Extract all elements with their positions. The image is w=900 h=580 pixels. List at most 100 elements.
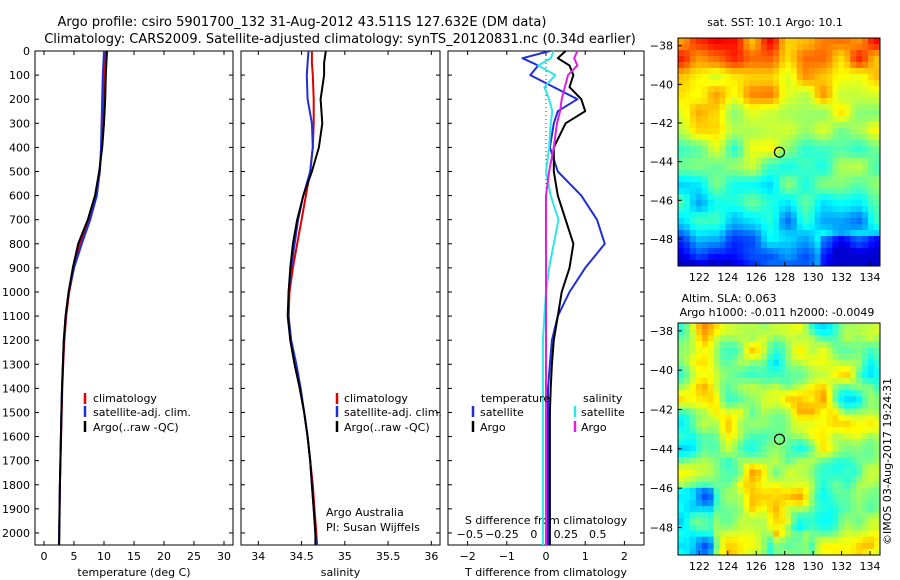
map-cell — [689, 457, 697, 464]
map-cell — [719, 475, 726, 483]
map-cell — [683, 146, 691, 153]
map-cell — [874, 542, 881, 550]
map-cell — [695, 426, 703, 434]
map-cell — [856, 248, 863, 255]
map-cell — [737, 110, 744, 117]
map-cell — [701, 518, 709, 525]
map-cell — [838, 206, 845, 213]
map-cell — [749, 371, 756, 379]
map-cell — [683, 128, 691, 135]
map-cell — [874, 176, 881, 183]
map-cell — [767, 152, 774, 159]
map-cell — [737, 134, 744, 141]
map-cell — [820, 38, 827, 45]
map-cell — [761, 493, 768, 501]
map-cell — [755, 80, 762, 87]
map-cell — [767, 371, 774, 379]
map-cell — [695, 353, 703, 361]
map-cell — [856, 98, 863, 105]
map-cell — [802, 371, 810, 379]
map-cell — [737, 86, 744, 93]
map-cell — [826, 44, 833, 51]
map-cell — [844, 194, 851, 201]
map-cell — [779, 469, 786, 477]
map-cell — [779, 62, 786, 69]
map-cell — [773, 359, 780, 367]
map-cell — [838, 50, 845, 57]
map-cell — [731, 38, 738, 45]
map-cell — [802, 254, 810, 261]
map-cell — [678, 426, 685, 434]
map-cell — [790, 518, 798, 525]
map-cell — [695, 44, 703, 51]
map-cell — [719, 542, 726, 550]
map-cell — [790, 212, 798, 219]
map-cell — [743, 414, 750, 422]
map-cell — [749, 341, 756, 348]
map-cell — [802, 152, 810, 159]
map-cell — [820, 230, 827, 237]
x-tick-label: 5 — [71, 550, 78, 563]
map-cell — [678, 420, 685, 428]
map-cell — [767, 493, 774, 501]
map-cell — [826, 176, 833, 183]
map-cell — [850, 402, 857, 409]
map-cell — [874, 500, 881, 507]
map-cell — [773, 365, 780, 373]
map-cell — [737, 128, 744, 135]
map-cell — [713, 408, 720, 415]
map-cell — [743, 426, 750, 434]
map-cell — [856, 38, 863, 45]
map-cell — [874, 481, 881, 489]
map-cell — [689, 359, 697, 367]
map-cell — [731, 506, 738, 513]
map-cell — [844, 182, 851, 189]
map-cell — [755, 536, 762, 544]
map-cell — [773, 170, 780, 177]
map-cell — [773, 426, 780, 434]
map-cell — [725, 80, 732, 87]
map-cell — [832, 469, 839, 477]
map-cell — [719, 230, 726, 237]
map-cell — [725, 469, 732, 477]
map-cell — [832, 359, 839, 367]
map-cell — [838, 323, 845, 330]
map-cell — [790, 481, 798, 489]
map-cell — [737, 377, 744, 385]
map-cell — [683, 463, 691, 470]
map-cell — [790, 445, 798, 452]
map-cell — [784, 128, 792, 135]
map-cell — [695, 347, 703, 354]
map-cell — [856, 475, 863, 483]
map-cell — [808, 62, 816, 69]
map-cell — [707, 188, 715, 195]
map-cell — [743, 445, 750, 452]
map-cell — [814, 341, 821, 348]
map-cell — [784, 493, 792, 501]
map-cell — [707, 80, 715, 87]
map-cell — [725, 536, 732, 544]
map-cell — [779, 463, 786, 470]
map-cell — [826, 92, 833, 99]
attribution-line2: PI: Susan Wijffels — [326, 521, 420, 534]
map-cell — [862, 353, 869, 361]
map-cell — [808, 182, 816, 189]
map-cell — [844, 512, 851, 519]
map-cell — [683, 445, 691, 452]
map-cell — [844, 432, 851, 440]
map-cell — [689, 86, 697, 93]
map-cell — [707, 254, 715, 261]
map-cell — [695, 414, 703, 422]
map-cell — [689, 200, 697, 207]
map-cell — [820, 512, 827, 519]
map-cell — [719, 74, 726, 81]
map-cell — [779, 110, 786, 117]
map-cell — [767, 329, 774, 336]
map-cell — [767, 353, 774, 361]
map-cell — [731, 86, 738, 93]
map-cell — [856, 86, 863, 93]
map-cell — [838, 487, 845, 495]
map-cell — [796, 128, 804, 135]
map-cell — [838, 390, 845, 397]
map-cell — [743, 536, 750, 544]
